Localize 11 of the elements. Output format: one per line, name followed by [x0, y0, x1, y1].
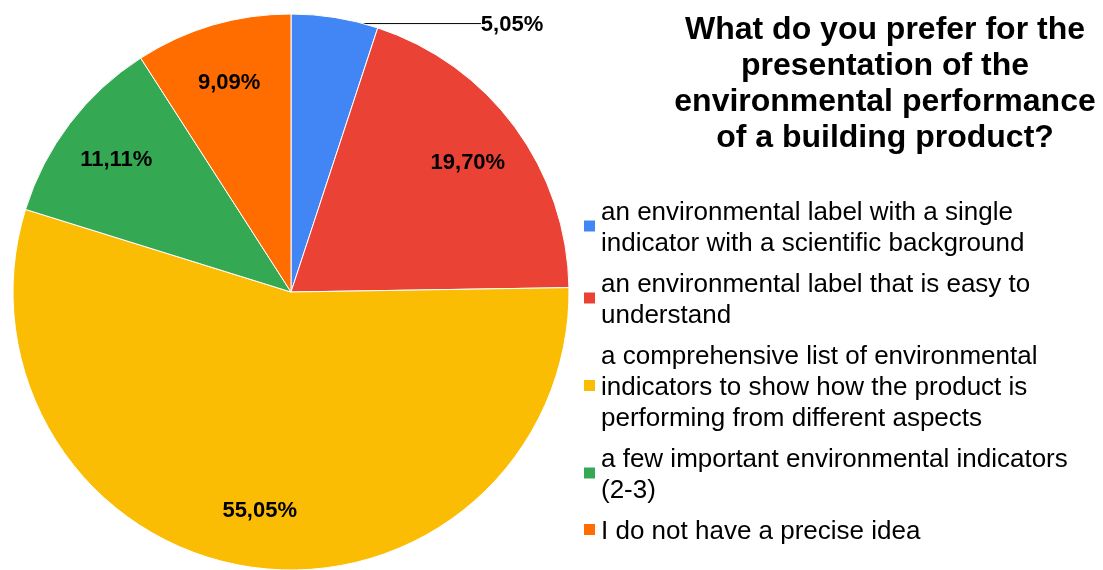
- text: What do you prefer for the presentation of the environmental performance of a building product?: [674, 10, 1096, 154]
- legend-label: a few important environmental indicators (2-3): [601, 442, 1068, 504]
- data-label: 19,70%: [430, 149, 506, 175]
- legend-label: an environmental label that is easy to understand: [601, 267, 1031, 329]
- data-label: 9,09%: [197, 68, 261, 94]
- data-label: 55,05%: [222, 496, 298, 522]
- legend-label: I do not have a precise idea: [601, 514, 921, 545]
- data-label: 11,11%: [80, 146, 153, 172]
- legend-label: an environmental label with a single indicator with a scientific background: [601, 195, 1025, 257]
- legend-label: a comprehensive list of environmental indicators to show how the product is performing from different aspects: [601, 339, 1038, 432]
- data-label: 5,05%: [480, 11, 544, 37]
